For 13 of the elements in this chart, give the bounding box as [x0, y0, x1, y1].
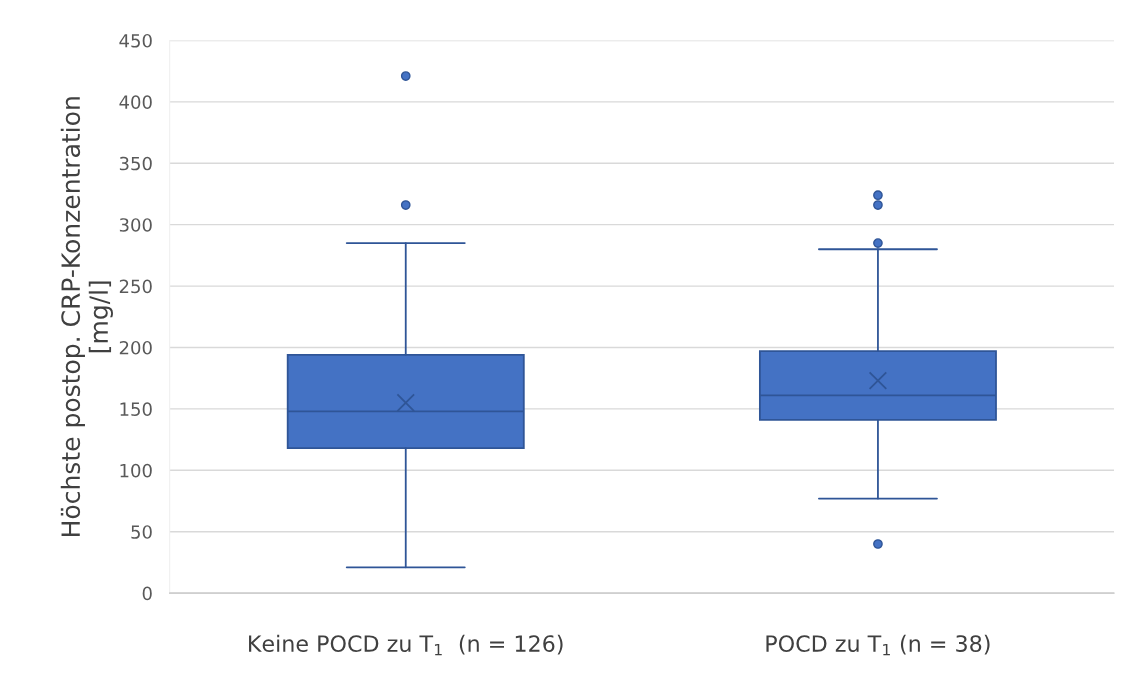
y-tick-label: 100 — [120, 463, 152, 478]
y-axis-title: Höchste postop. CRP-Konzentration [mg/l] — [60, 97, 113, 536]
y-tick-label: 400 — [119, 95, 152, 109]
x-tick-label: Keine POCD zu T$_{1}$ (n = 126) — [249, 634, 563, 656]
y-tick-label: 300 — [119, 218, 152, 232]
y-tick-label: 0 — [142, 586, 152, 601]
y-tick-label: 450 — [119, 33, 152, 48]
y-tick-label: 350 — [119, 156, 152, 171]
y-tick-label: 200 — [119, 340, 152, 355]
y-tick-label: 150 — [120, 402, 152, 417]
y-tick-label: 250 — [119, 279, 152, 294]
x-tick-label: POCD zu T$_{1}$ (n = 38) — [766, 634, 990, 656]
y-tick-label: 50 — [131, 525, 152, 539]
